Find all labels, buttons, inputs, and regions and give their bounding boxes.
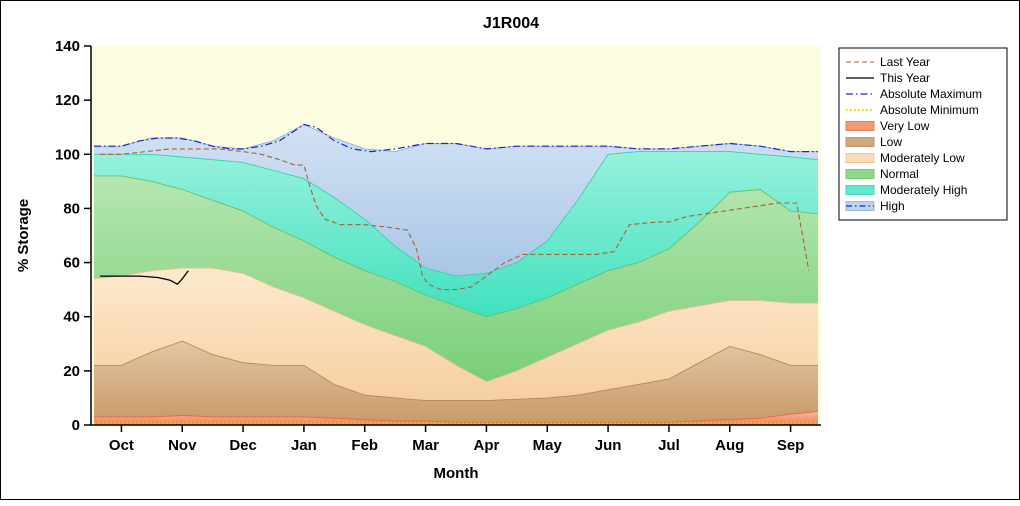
legend-swatch-very-low (845, 121, 875, 131)
band-edge-low (94, 340, 818, 402)
legend-label-normal: Normal (880, 167, 919, 181)
x-tick-label: Apr (473, 437, 499, 454)
x-tick-label: May (533, 437, 563, 454)
band-high (94, 124, 818, 277)
x-axis-label: Month (434, 465, 479, 482)
x-tick-label: Nov (168, 437, 197, 454)
legend-label-low: Low (880, 135, 902, 149)
x-tick-label: Sep (777, 437, 805, 454)
chart-title: J1R004 (483, 15, 539, 32)
legend-swatch-low (845, 137, 875, 147)
y-tick-label: 40 (63, 309, 80, 326)
band-normal (94, 175, 818, 382)
x-tick-label: Mar (412, 437, 439, 454)
band-edge-moderately-high (94, 151, 819, 277)
legend-swatch-normal (845, 169, 875, 179)
x-tick-label: Feb (351, 437, 378, 454)
x-tick-label: Jan (291, 437, 317, 454)
legend-label-moderately-low: Moderately Low (880, 151, 965, 165)
legend-swatch-moderately-high (845, 185, 875, 195)
y-axis-label: % Storage (15, 199, 32, 272)
y-tick-label: 80 (63, 200, 80, 217)
x-tick-label: Dec (229, 437, 257, 454)
y-tick-label: 0 (72, 417, 80, 434)
y-tick-label: 60 (63, 255, 80, 272)
series-this-year (100, 270, 189, 285)
band-moderately-high (94, 151, 818, 317)
legend-label-high: High (880, 199, 905, 213)
legend-label-last-year: Last Year (880, 55, 930, 69)
x-tick-label: Jun (595, 437, 622, 454)
legend-label-moderately-high: Moderately High (880, 183, 967, 197)
y-tick-label: 20 (63, 363, 80, 380)
band-very-low (94, 411, 818, 425)
band-edge-normal (94, 175, 819, 318)
series-last-year (100, 148, 810, 291)
legend-label-absolute-minimum: Absolute Minimum (880, 103, 979, 117)
legend-label-this-year: This Year (880, 71, 930, 85)
x-tick-label: Aug (715, 437, 744, 454)
band-edge-very-low (94, 411, 819, 423)
x-tick-label: Oct (109, 437, 134, 454)
y-tick-label: 100 (55, 146, 80, 163)
x-tick-label: Jul (658, 437, 680, 454)
y-tick-label: 120 (55, 92, 80, 109)
legend-label-absolute-maximum: Absolute Maximum (880, 87, 982, 101)
band-low (94, 341, 818, 423)
legend-swatch-moderately-low (845, 153, 875, 163)
legend-label-very-low: Very Low (880, 119, 930, 133)
series-absolute-maximum (94, 123, 818, 153)
band-moderately-low (94, 268, 818, 401)
band-edge-moderately-low (93, 267, 818, 383)
y-tick-label: 140 (55, 38, 80, 55)
